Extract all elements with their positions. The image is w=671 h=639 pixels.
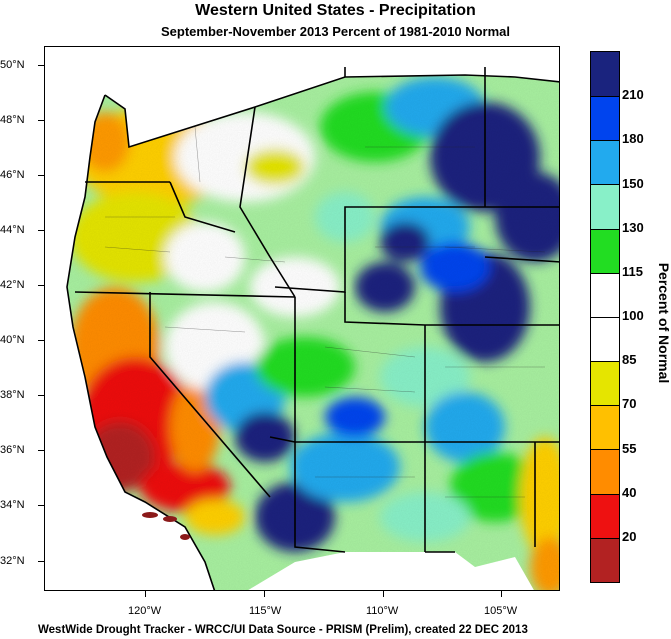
legend-label: 85 [622, 352, 637, 368]
legend-colorbar [590, 51, 620, 583]
lat-label-42: 42°N [0, 279, 25, 291]
lat-label-34: 34°N [0, 499, 25, 511]
county-lines [104, 126, 546, 498]
legend-label: 55 [622, 440, 637, 456]
lon-label-120: 120°W [128, 605, 162, 617]
legend-swatch [591, 405, 619, 451]
lat-tick [38, 285, 44, 286]
legend-swatch [591, 52, 619, 98]
legend-swatch [591, 140, 619, 186]
legend-label: 20 [622, 528, 637, 544]
legend-label: 115 [622, 263, 643, 279]
lat-label-50: 50°N [0, 59, 25, 71]
legend-swatch [591, 228, 619, 274]
legend-swatch [591, 272, 619, 318]
lat-tick [38, 120, 44, 121]
legend-label: 150 [622, 175, 644, 191]
legend-swatch [591, 317, 619, 363]
lat-label-36: 36°N [0, 444, 25, 456]
lon-tick [264, 591, 265, 597]
state-boundaries [66, 67, 559, 590]
legend-label: 210 [622, 87, 644, 103]
lon-label-110: 110°W [366, 605, 399, 617]
channel-islands [142, 512, 190, 540]
legend-swatch [591, 493, 619, 539]
lat-tick [38, 450, 44, 451]
precipitation-map [44, 46, 560, 591]
lat-label-32: 32°N [0, 555, 25, 567]
legend-swatch [591, 361, 619, 407]
lat-tick [38, 175, 44, 176]
lat-label-48: 48°N [0, 114, 25, 126]
legend-label: 100 [622, 308, 644, 323]
lat-tick [38, 65, 44, 66]
footer-credit: WestWide Drought Tracker - WRCC/UI Data … [38, 624, 528, 636]
legend-swatch [591, 449, 619, 495]
lat-label-38: 38°N [0, 389, 25, 401]
legend-swatch [591, 537, 619, 582]
legend-swatch [591, 96, 619, 142]
map-subtitle: September-November 2013 Percent of 1981-… [161, 24, 510, 39]
lat-label-46: 46°N [0, 169, 25, 181]
lat-tick [38, 230, 44, 231]
lon-tick [383, 591, 384, 597]
precip-field [67, 75, 559, 590]
lat-tick [38, 505, 44, 506]
lon-tick [501, 591, 502, 597]
legend-label: 70 [622, 396, 637, 412]
lon-label-115: 115°W [249, 605, 282, 617]
map-title: Western United States - Precipitation [195, 2, 476, 19]
legend-swatch [591, 184, 619, 230]
lat-label-44: 44°N [0, 224, 25, 236]
lat-label-40: 40°N [0, 334, 25, 346]
lat-tick [38, 395, 44, 396]
lon-tick [145, 591, 146, 597]
lat-tick [38, 561, 44, 562]
legend-label: 40 [622, 484, 637, 500]
legend-label: 130 [622, 219, 644, 235]
legend-title: Percent of Normal [656, 262, 671, 384]
legend-label: 180 [622, 131, 644, 147]
map-svg [45, 47, 559, 590]
lon-label-105: 105°W [484, 605, 518, 617]
lat-tick [38, 340, 44, 341]
